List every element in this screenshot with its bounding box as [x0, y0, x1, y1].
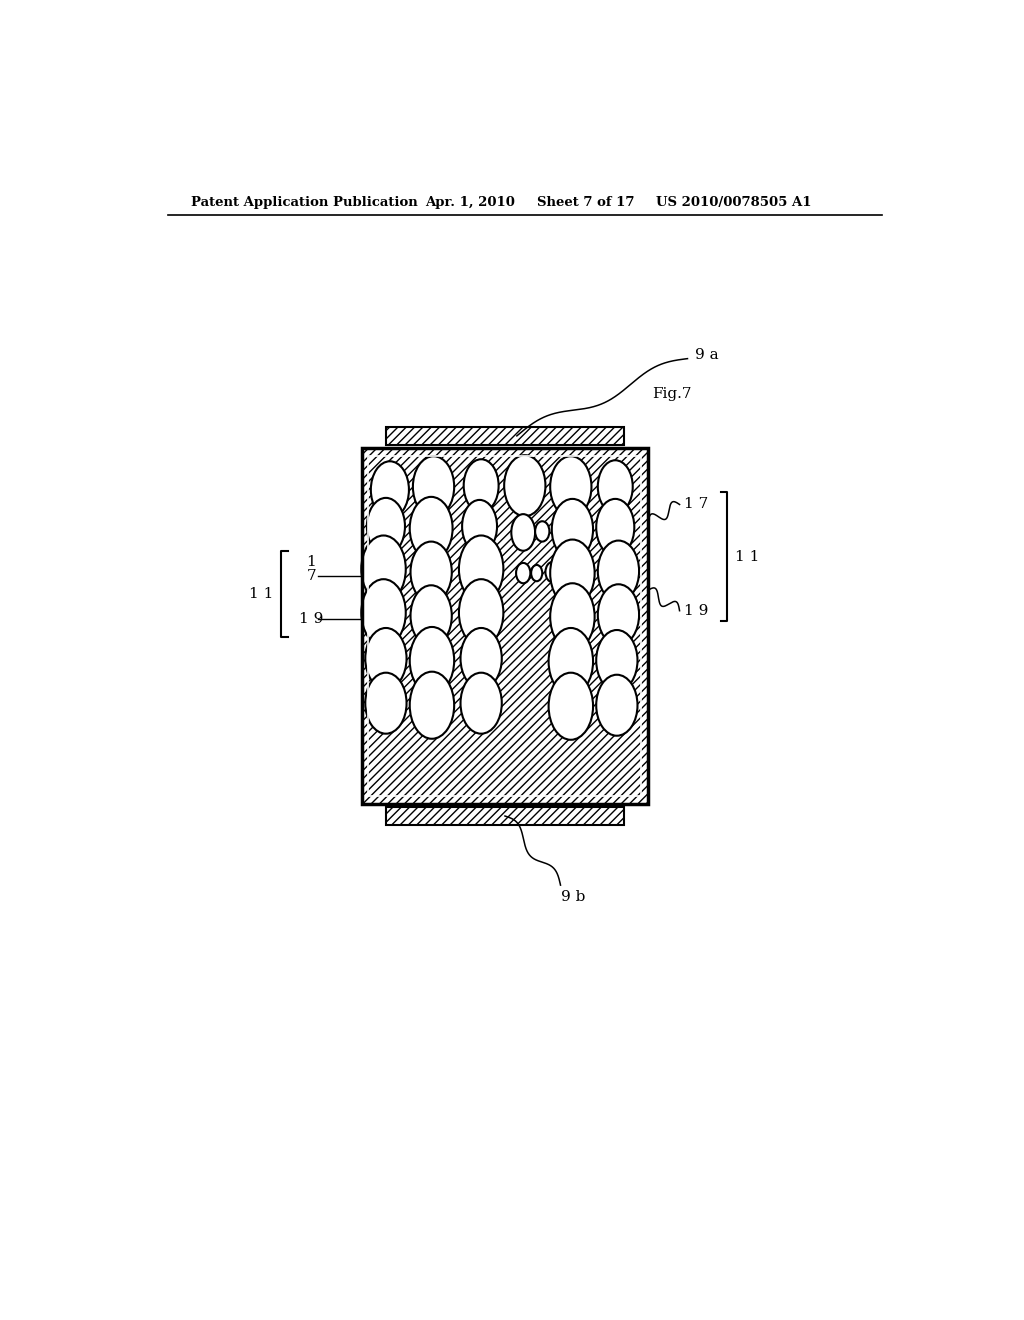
- Bar: [386, 426, 624, 445]
- Ellipse shape: [598, 541, 639, 602]
- Ellipse shape: [361, 579, 406, 647]
- Ellipse shape: [413, 457, 455, 517]
- Ellipse shape: [596, 675, 638, 735]
- Ellipse shape: [410, 627, 455, 694]
- Ellipse shape: [516, 562, 530, 583]
- Ellipse shape: [531, 565, 543, 581]
- Ellipse shape: [511, 515, 536, 550]
- Ellipse shape: [410, 496, 453, 560]
- Bar: [362, 447, 648, 804]
- Ellipse shape: [461, 628, 502, 689]
- Text: Patent Application Publication: Patent Application Publication: [191, 195, 418, 209]
- Ellipse shape: [361, 536, 406, 602]
- Ellipse shape: [550, 583, 595, 651]
- Bar: [386, 426, 624, 445]
- Ellipse shape: [598, 585, 639, 645]
- Ellipse shape: [411, 541, 452, 602]
- Ellipse shape: [546, 562, 560, 582]
- Text: Sheet 7 of 17: Sheet 7 of 17: [537, 195, 634, 209]
- Ellipse shape: [550, 540, 595, 607]
- Ellipse shape: [462, 500, 497, 553]
- Ellipse shape: [367, 498, 404, 554]
- Ellipse shape: [411, 585, 452, 647]
- Ellipse shape: [552, 499, 593, 560]
- Bar: [386, 807, 624, 825]
- Ellipse shape: [549, 673, 593, 739]
- Text: 1: 1: [306, 554, 316, 569]
- Ellipse shape: [366, 673, 407, 734]
- Bar: [386, 807, 624, 825]
- Ellipse shape: [410, 672, 455, 739]
- Text: 7: 7: [306, 569, 316, 583]
- Text: Fig.7: Fig.7: [652, 387, 691, 401]
- Text: 1 9: 1 9: [299, 612, 323, 626]
- Ellipse shape: [464, 459, 499, 512]
- Text: 1 7: 1 7: [684, 498, 708, 511]
- Ellipse shape: [550, 457, 592, 517]
- Ellipse shape: [596, 630, 638, 690]
- Bar: [369, 457, 641, 796]
- Ellipse shape: [461, 673, 502, 734]
- Ellipse shape: [553, 523, 564, 540]
- Text: 9 b: 9 b: [560, 890, 585, 904]
- Ellipse shape: [459, 579, 504, 647]
- Text: US 2010/0078505 A1: US 2010/0078505 A1: [655, 195, 811, 209]
- Text: 1 9: 1 9: [684, 603, 708, 618]
- Bar: [386, 426, 624, 445]
- Ellipse shape: [536, 521, 550, 541]
- Bar: [362, 447, 648, 804]
- Ellipse shape: [504, 455, 546, 516]
- Ellipse shape: [459, 536, 504, 602]
- Ellipse shape: [549, 628, 593, 696]
- Text: 1 1: 1 1: [735, 549, 760, 564]
- Text: Apr. 1, 2010: Apr. 1, 2010: [426, 195, 515, 209]
- Ellipse shape: [596, 499, 634, 556]
- Bar: [386, 807, 624, 825]
- Bar: [362, 447, 648, 804]
- Ellipse shape: [598, 461, 633, 513]
- Ellipse shape: [371, 461, 409, 519]
- Text: 9 a: 9 a: [695, 347, 719, 362]
- Ellipse shape: [366, 628, 407, 689]
- Text: 1 1: 1 1: [250, 587, 273, 601]
